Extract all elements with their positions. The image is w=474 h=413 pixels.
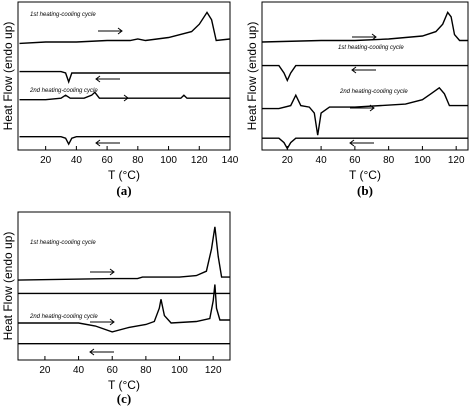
x-tick-label: 100 (160, 155, 177, 166)
x-tick-label: 100 (171, 365, 188, 376)
x-tick-label: 20 (282, 155, 294, 166)
curve (19, 11, 231, 45)
annotation: 2nd heating-cooling cycle (339, 89, 408, 95)
x-axis-label: T (°C) (108, 168, 140, 182)
arrow-left (89, 348, 114, 356)
arrows (89, 27, 377, 356)
arrow-right (90, 268, 115, 276)
x-tick-label: 140 (222, 155, 239, 166)
annotation: 2nd heating-cooling cycle (29, 314, 98, 320)
x-axis-label: T (°C) (349, 168, 381, 182)
curve (262, 64, 468, 83)
y-axis-label: Heat Flow (endo up) (1, 22, 15, 131)
annotation: 2nd heating-cooling cycle (29, 88, 98, 94)
panel-caption: (b) (357, 183, 373, 198)
arrow-left (349, 139, 374, 147)
x-tick-label: 120 (448, 155, 465, 166)
x-tick-label: 80 (132, 155, 144, 166)
arrow-right (90, 318, 115, 326)
plot-frame (17, 1, 231, 151)
x-tick-label: 20 (40, 155, 52, 166)
panel-caption: (c) (117, 391, 131, 406)
y-axis-label: Heat Flow (endo up) (1, 232, 15, 341)
y-axis-label: Heat Flow (endo up) (245, 22, 259, 131)
arrow-left (95, 75, 120, 83)
arrow-left (351, 66, 376, 74)
arrow-right (98, 27, 123, 35)
curve (17, 226, 230, 281)
x-tick-label: 40 (73, 365, 85, 376)
x-tick-label: 40 (316, 155, 328, 166)
curve (262, 137, 468, 150)
x-tick-label: 60 (107, 365, 119, 376)
annotation: 1st heating-cooling cycle (30, 240, 96, 246)
curve (19, 136, 230, 146)
curve (18, 284, 230, 333)
x-tick-label: 60 (102, 155, 114, 166)
annotation: 1st heating-cooling cycle (338, 45, 404, 51)
x-tick-label: 60 (349, 155, 361, 166)
x-tick-label: 100 (414, 155, 431, 166)
curve (19, 70, 230, 85)
x-tick-label: 20 (39, 365, 51, 376)
x-axis-label: T (°C) (108, 378, 140, 392)
x-tick-label: 40 (71, 155, 83, 166)
x-tick-label: 80 (383, 155, 395, 166)
x-tick-label: 120 (191, 155, 208, 166)
x-tick-label: 80 (140, 365, 152, 376)
plot-frame (17, 211, 231, 361)
x-tick-label: 120 (205, 365, 222, 376)
curve (19, 91, 230, 101)
plot-frame (261, 1, 469, 151)
curve (262, 86, 468, 136)
arrow-left (95, 139, 120, 147)
curve (261, 11, 468, 43)
annotation: 1st heating-cooling cycle (30, 12, 96, 18)
panel-caption: (a) (116, 183, 131, 198)
